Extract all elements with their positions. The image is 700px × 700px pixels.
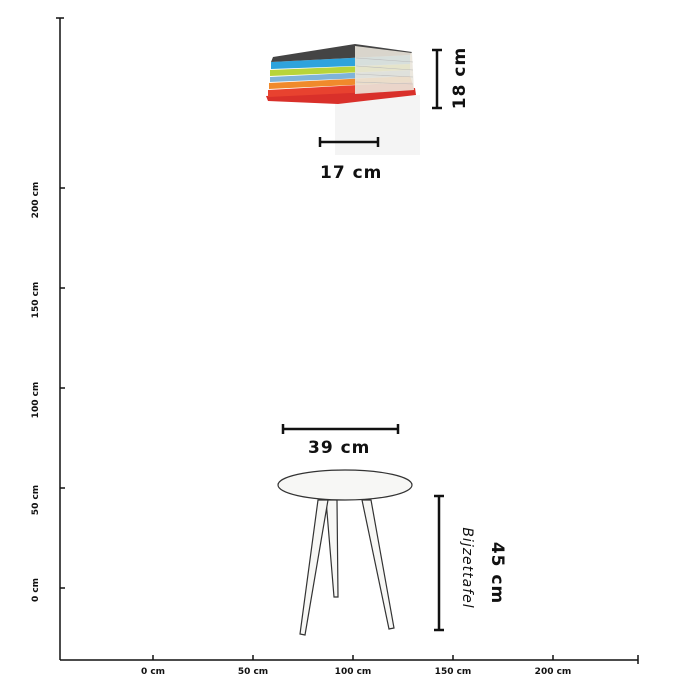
x-tick-label: 50 cm bbox=[237, 667, 269, 677]
table-name-label: Bijzettafel bbox=[459, 527, 475, 609]
book-shelf-image bbox=[266, 44, 420, 155]
x-tick-label: 0 cm bbox=[140, 667, 166, 677]
table-width-label: 39 cm bbox=[308, 438, 371, 458]
y-tick-label: 100 cm bbox=[31, 381, 41, 419]
y-tick-label: 150 cm bbox=[31, 281, 41, 319]
y-tick-label: 0 cm bbox=[31, 577, 41, 603]
x-tick-label: 200 cm bbox=[534, 667, 572, 677]
table-top bbox=[277, 469, 413, 501]
y-tick-label: 200 cm bbox=[31, 181, 41, 219]
shelf-height-label: 18 cm bbox=[450, 46, 470, 110]
table-height-label: 45 cm bbox=[487, 541, 507, 605]
shelf-width-label: 17 cm bbox=[320, 163, 383, 183]
x-tick-label: 150 cm bbox=[434, 667, 472, 677]
side-table-drawing bbox=[277, 469, 413, 636]
y-tick-label: 50 cm bbox=[31, 484, 41, 516]
x-tick-label: 100 cm bbox=[334, 667, 372, 677]
